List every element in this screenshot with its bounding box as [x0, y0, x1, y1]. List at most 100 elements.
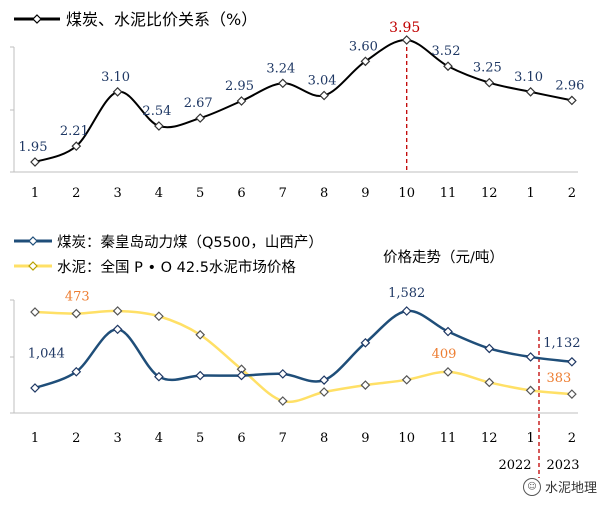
chart2-x-tick-12: 1	[526, 431, 534, 446]
chart2-x-tick-6: 7	[279, 431, 287, 446]
chart1-data-label-4: 2.67	[184, 96, 213, 111]
chart1-data-label-13: 2.96	[555, 78, 584, 93]
chart1-point-2	[112, 87, 123, 97]
chart2-cement-point-8	[360, 380, 371, 390]
chart1-point-10	[443, 61, 453, 72]
chart1-point-8	[360, 56, 371, 67]
chart1-x-tick-3: 4	[155, 186, 163, 201]
chart2-x-tick-3: 4	[155, 431, 163, 446]
chart1-x-tick-8: 9	[361, 186, 369, 201]
chart1-x-tick-5: 6	[237, 186, 245, 201]
chart1-point-9	[401, 35, 412, 45]
chart2-coal-point-0	[30, 383, 40, 393]
chart2-coal-label-13: 1,132	[543, 336, 580, 351]
chart1-x-tick-12: 1	[526, 186, 534, 201]
chart2-cement-point-3	[154, 311, 164, 322]
chart2-cement-point-13	[567, 389, 577, 399]
chart2-coal-point-5	[236, 370, 247, 381]
watermark-text: 水泥地理	[544, 481, 597, 496]
chart1-x-tick-4: 5	[196, 186, 204, 201]
chart1-data-label-3: 2.54	[142, 104, 171, 119]
chart2-x-tick-11: 12	[481, 431, 498, 446]
chart1-x-tick-10: 11	[440, 186, 457, 201]
chart1-data-label-9: 3.95	[389, 20, 420, 36]
chart1-series-line	[34, 38, 573, 163]
chart1-x-tick-13: 2	[568, 186, 576, 201]
chart2-x-tick-2: 3	[113, 431, 121, 446]
chart1-legend-marker	[32, 14, 42, 24]
chart2-x-tick-9: 10	[398, 431, 415, 446]
chart1-data-label-2: 3.10	[101, 70, 130, 85]
chart2-cement-point-7	[319, 387, 329, 397]
chart2-coal-point-3	[154, 371, 164, 382]
chart1-data-label-0: 1.95	[19, 140, 48, 155]
chart2-coal-point-11	[484, 343, 495, 354]
chart2-coal-point-12	[525, 352, 536, 362]
chart1-data-label-10: 3.52	[432, 44, 461, 59]
chart1-x-tick-7: 8	[320, 186, 328, 201]
chart2-coal-point-2	[112, 324, 123, 335]
chart2-coal-point-6	[277, 369, 288, 379]
chart2-cement-line	[34, 309, 573, 404]
chart1-point-7	[319, 90, 329, 101]
chart1-x-tick-1: 2	[72, 186, 80, 201]
chart1-x-tick-0: 1	[31, 186, 39, 201]
chart2-x-tick-5: 6	[237, 431, 245, 446]
chart2-coal-label-9: 1,582	[388, 286, 425, 301]
chart1-point-0	[30, 157, 40, 167]
chart1-point-1	[71, 141, 82, 151]
chart2-cement-point-1	[71, 308, 82, 319]
chart2-year-label-1: 2023	[546, 458, 579, 473]
chart1-data-label-11: 3.25	[473, 61, 502, 76]
chart1-data-label-7: 3.04	[308, 74, 337, 89]
chart2-x-tick-0: 1	[31, 431, 39, 446]
chart2-x-tick-10: 11	[440, 431, 457, 446]
chart1-x-tick-11: 12	[481, 186, 498, 201]
chart1-legend-label: 煤炭、水泥比价关系（%）	[66, 10, 257, 29]
chart1-data-label-5: 2.95	[225, 79, 254, 94]
chart1-point-3	[154, 121, 164, 131]
chart2-cement-label-10: 409	[432, 347, 457, 362]
chart1-point-4	[195, 113, 206, 123]
chart2-coal-point-10	[443, 326, 453, 337]
chart1-point-6	[277, 78, 288, 89]
chart1-data-label-12: 3.10	[514, 70, 543, 85]
chart2-cement-point-9	[401, 374, 412, 385]
chart2-cement-point-12	[525, 385, 536, 396]
chart2-cement-point-4	[195, 329, 206, 340]
chart2-x-tick-8: 9	[361, 431, 369, 446]
chart1-point-13	[567, 95, 577, 106]
watermark: ☺ 水泥地理	[522, 477, 597, 496]
chart2-legend-cement-label: 水泥：全国 P • O 42.5水泥市场价格	[57, 258, 296, 276]
chart1-point-11	[484, 77, 495, 88]
chart2-x-tick-1: 2	[72, 431, 80, 446]
chart2-coal-label-1: 1,044	[28, 347, 65, 362]
chart2-title: 价格走势（元/吨）	[383, 249, 504, 266]
chart2-cement-point-6	[277, 396, 288, 406]
chart2-coal-point-8	[360, 337, 371, 348]
chart2-legend-coal-marker	[28, 236, 38, 246]
wechat-icon: ☺	[522, 477, 541, 496]
chart1-x-tick-2: 3	[113, 186, 121, 201]
chart1-data-label-6: 3.24	[266, 61, 295, 76]
chart1-point-5	[236, 96, 247, 106]
chart1-data-label-8: 3.60	[349, 39, 378, 54]
chart2-cement-label-1: 473	[65, 290, 90, 305]
chart2-coal-point-9	[401, 306, 412, 316]
chart1-data-label-1: 2.21	[60, 124, 89, 139]
chart2-coal-point-13	[567, 356, 577, 367]
chart1-x-tick-9: 10	[398, 186, 415, 201]
chart2-year-label-0: 2022	[498, 458, 531, 473]
chart2-cement-point-10	[443, 367, 453, 377]
chart2-cement-point-11	[484, 377, 495, 388]
chart2-x-tick-13: 2	[568, 431, 576, 446]
chart1-point-12	[525, 87, 536, 97]
chart2-legend-coal-label: 煤炭：秦皇岛动力煤（Q5500，山西产）	[57, 234, 323, 251]
chart2-cement-point-0	[30, 307, 40, 317]
chart2-coal-point-1	[71, 366, 82, 377]
chart2-cement-point-2	[112, 306, 123, 316]
chart2-x-tick-7: 8	[320, 431, 328, 446]
chart1-x-tick-6: 7	[279, 186, 287, 201]
chart2-cement-label-13: 383	[546, 371, 571, 386]
